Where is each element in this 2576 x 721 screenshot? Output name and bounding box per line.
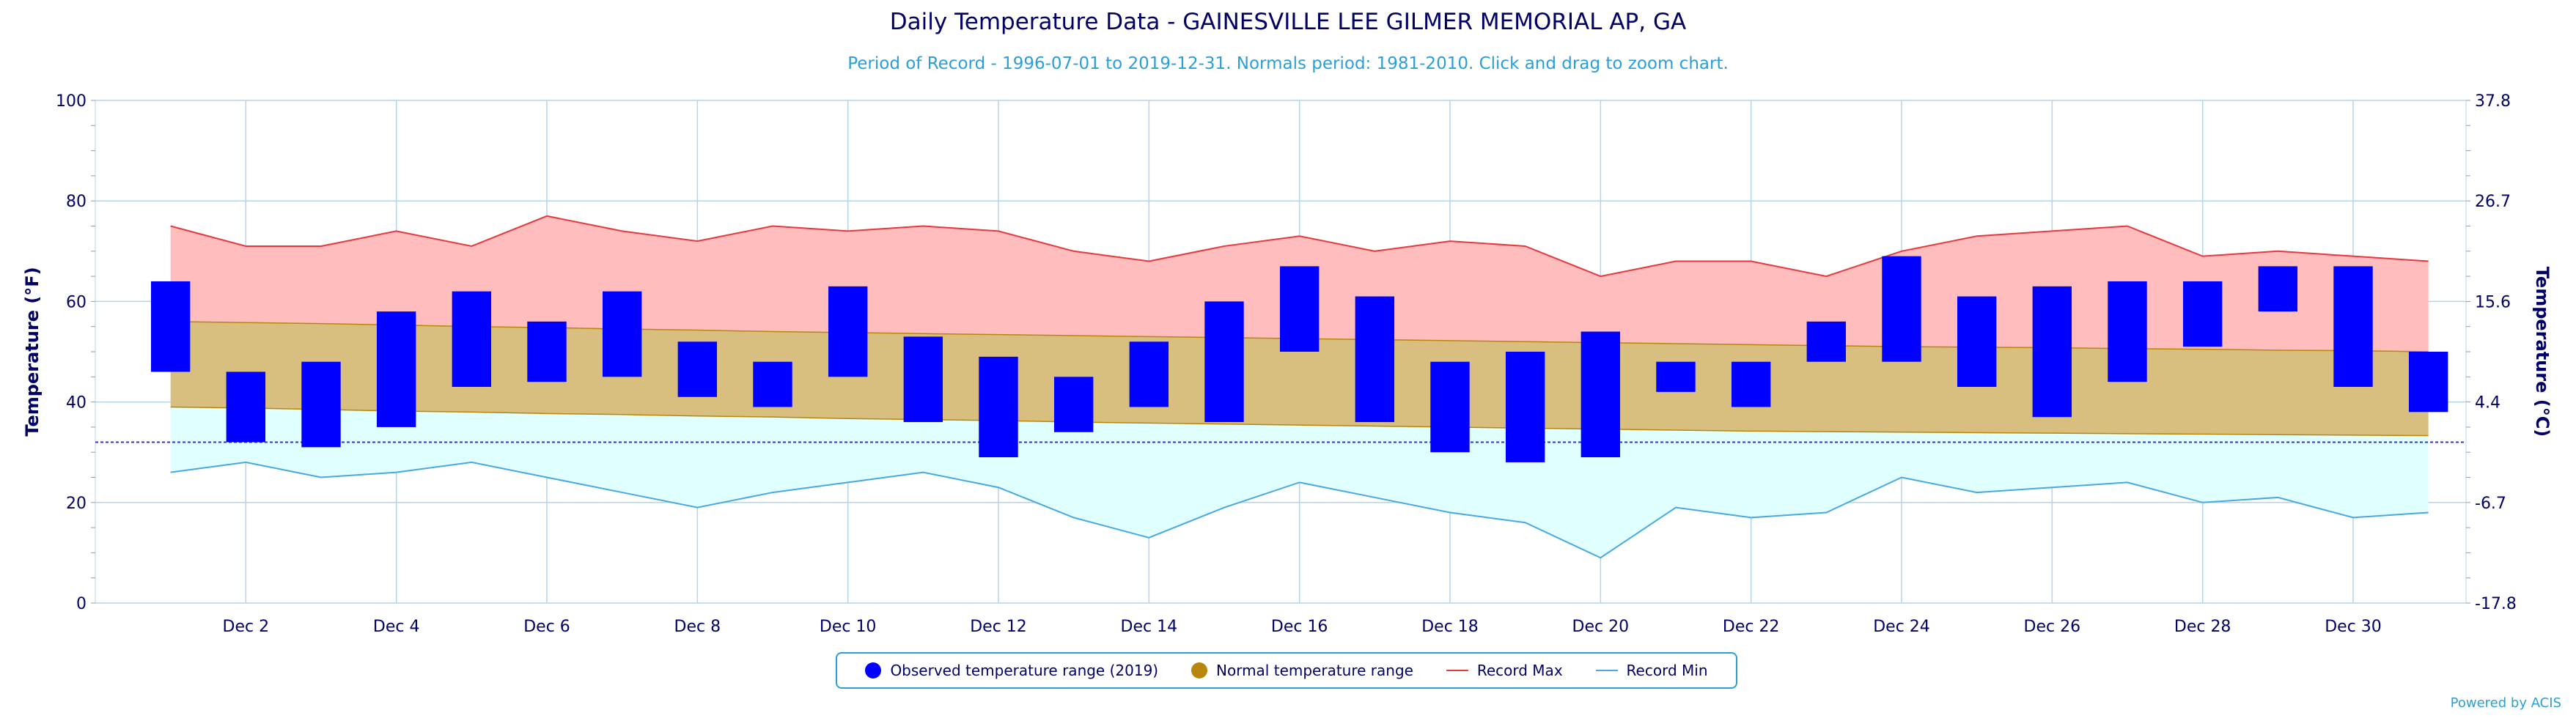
observed-bar[interactable] [828,286,868,377]
x-tick-label: Dec 22 [1723,618,1780,636]
y2-tick-label: 37.8 [2475,92,2511,111]
observed-bar[interactable] [903,336,943,423]
observed-bar[interactable] [226,371,266,443]
x-tick-label: Dec 18 [1421,618,1479,636]
x-tick-label: Dec 30 [2325,618,2382,636]
observed-bar[interactable] [1731,361,1771,407]
observed-bar[interactable] [1204,301,1244,423]
x-tick-label: Dec 14 [1121,618,1178,636]
legend: Observed temperature range (2019) Normal… [836,652,1737,689]
chart-title: Daily Temperature Data - GAINESVILLE LEE… [889,9,1687,35]
x-tick-label: Dec 24 [1873,618,1930,636]
observed-bar[interactable] [1957,296,1997,388]
observed-bar[interactable] [2182,281,2223,347]
observed-bar[interactable] [2333,266,2373,388]
observed-bar[interactable] [1882,256,1921,362]
record-min-line [170,461,2429,559]
record-max-line [170,215,2429,278]
observed-bar[interactable] [979,356,1018,458]
chart-subtitle: Period of Record - 1996-07-01 to 2019-12… [847,54,1729,73]
normal-swatch-icon [1191,662,1207,679]
legend-label: Record Max [1476,662,1563,679]
y2-tick-label: -17.8 [2475,595,2517,613]
observed-bars [150,256,2448,462]
x-tick-label: Dec 2 [223,618,270,636]
observed-bar[interactable] [1580,331,1621,458]
observed-bar[interactable] [2408,352,2448,413]
x-tick-label: Dec 4 [373,618,420,636]
x-tick-label: Dec 16 [1271,618,1328,636]
record-min-line-icon [1595,670,1618,671]
legend-item-normal[interactable]: Normal temperature range [1191,662,1413,679]
observed-bar[interactable] [2108,281,2147,382]
x-tick-label: Dec 10 [820,618,877,636]
x-tick-label: Dec 12 [970,618,1027,636]
observed-bar[interactable] [1279,266,1320,352]
y-tick-label: 0 [76,595,87,613]
legend-item-observed[interactable]: Observed temperature range (2019) [865,662,1158,679]
legend-item-record-max[interactable]: Record Max [1446,662,1563,679]
x-tick-label: Dec 20 [1572,618,1630,636]
legend-item-record-min[interactable]: Record Min [1595,662,1708,679]
legend-label: Normal temperature range [1216,662,1413,679]
x-tick-label: Dec 28 [2174,618,2231,636]
y-axis-title: Temperature (°F) [22,267,43,436]
observed-bar[interactable] [1806,321,1847,362]
observed-bar[interactable] [1430,361,1470,453]
observed-bar[interactable] [2258,266,2298,312]
axes: 0 -17.8 20 -6.7 40 4.4 60 15.6 80 26.7 100 37.8 Dec … [22,92,2553,636]
x-tick-label: Dec 26 [2024,618,2081,636]
observed-bar[interactable] [150,281,191,372]
legend-label: Observed temperature range (2019) [890,662,1159,679]
observed-bar[interactable] [376,311,416,427]
observed-bar[interactable] [2032,286,2072,418]
observed-bar[interactable] [1656,361,1696,392]
observed-bar[interactable] [527,321,567,382]
credits-link[interactable]: Powered by ACIS [2450,695,2561,711]
record-max-line-icon [1446,670,1468,671]
observed-bar[interactable] [1505,352,1545,462]
observed-bar[interactable] [301,361,341,448]
observed-bar[interactable] [602,291,642,377]
y-tick-label: 60 [66,293,87,311]
y-tick-label: 20 [66,495,87,513]
y-tick-label: 40 [66,394,87,413]
record-min-area [170,407,2429,559]
observed-bar[interactable] [1355,296,1395,423]
y2-axis-title: Temperature (°C) [2532,267,2553,437]
observed-bar[interactable] [677,341,718,397]
legend-label: Record Min [1626,662,1708,679]
y2-tick-label: 4.4 [2475,394,2500,413]
observed-bar[interactable] [1053,377,1094,432]
y-tick-label: 100 [56,92,87,111]
y2-tick-label: 15.6 [2475,293,2511,311]
observed-bar[interactable] [1129,341,1169,407]
observed-bar[interactable] [753,361,792,407]
x-tick-label: Dec 8 [674,618,721,636]
observed-bar[interactable] [452,291,492,388]
y2-tick-label: -6.7 [2475,495,2506,513]
x-tick-label: Dec 6 [523,618,570,636]
observed-swatch-icon [865,662,882,679]
y-tick-label: 80 [66,193,87,211]
normal-low-line [170,406,2429,437]
normal-range-fill [170,321,2429,436]
y2-tick-label: 26.7 [2475,193,2511,211]
